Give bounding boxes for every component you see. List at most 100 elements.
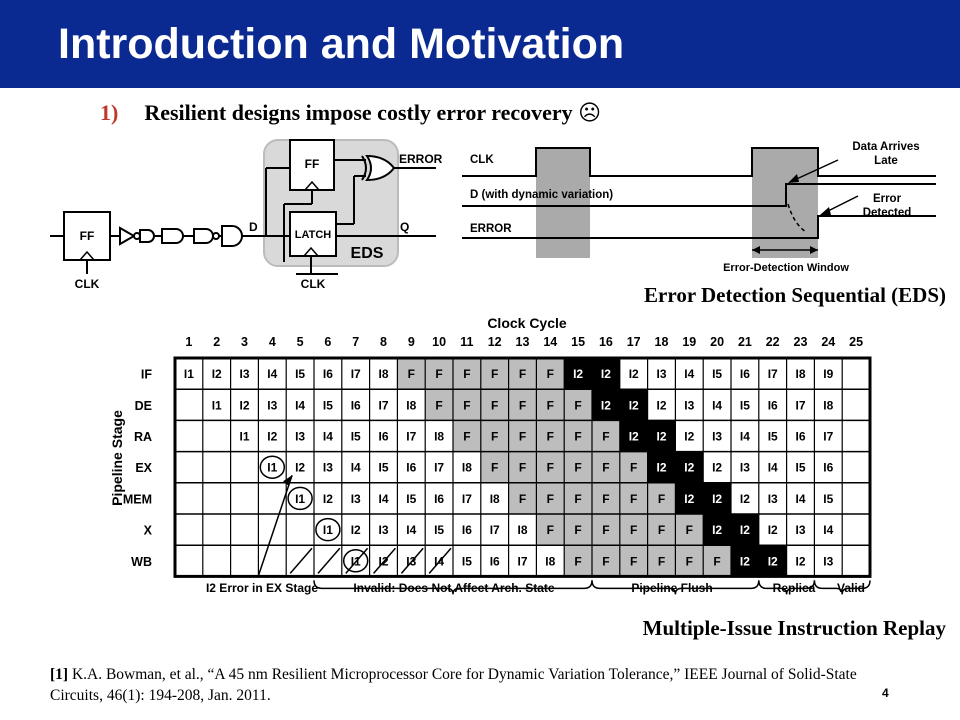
bullet-number: 1) xyxy=(100,100,119,125)
pipeline-cell: F xyxy=(463,398,470,412)
pipeline-cell: I3 xyxy=(768,492,778,506)
pipeline-cell: I2 xyxy=(629,367,639,381)
cycle-number: 10 xyxy=(432,335,446,349)
cycle-number: 5 xyxy=(297,335,304,349)
i2-circle xyxy=(342,549,369,573)
cell-shade xyxy=(508,358,537,390)
pipeline-cell: I2 xyxy=(712,461,722,475)
pipeline-cell: I8 xyxy=(378,367,388,381)
pipeline-cell: F xyxy=(658,523,665,537)
pipeline-stage-axis-label: Pipeline Stage xyxy=(109,410,125,506)
cell-shade xyxy=(536,451,565,483)
pipeline-cell: I7 xyxy=(490,523,500,537)
pipeline-cell: I2 xyxy=(629,398,639,412)
pipeline-cell: F xyxy=(574,554,581,568)
pipeline-cell: I4 xyxy=(712,398,722,412)
late-label: Late xyxy=(874,155,898,167)
pipeline-cell: I8 xyxy=(517,523,527,537)
pipeline-cell: F xyxy=(658,492,665,506)
pipeline-cell: I4 xyxy=(768,461,778,475)
pipeline-cell: I5 xyxy=(378,461,388,475)
pipeline-cell: I8 xyxy=(462,461,472,475)
window-left-arrow xyxy=(752,246,760,254)
pipeline-cells xyxy=(397,358,787,577)
q-output-label: Q xyxy=(400,220,409,234)
error-waveform xyxy=(462,215,936,239)
pipeline-cell: F xyxy=(574,492,581,506)
pipeline-cell: I2 xyxy=(239,398,249,412)
cycle-number: 18 xyxy=(655,335,669,349)
timing-d-label: D (with dynamic variation) xyxy=(470,189,613,201)
pipeline-cell: I3 xyxy=(656,367,666,381)
pipeline-cell: I7 xyxy=(378,398,388,412)
xor-gate xyxy=(365,154,396,182)
cell-shade xyxy=(564,451,592,483)
cycle-number: 25 xyxy=(849,335,863,349)
cell-shade xyxy=(564,514,592,546)
pipeline-cell: F xyxy=(602,523,609,537)
pipeline-cell: I2 xyxy=(212,367,222,381)
pipeline-cell: F xyxy=(491,430,498,444)
cell-shade xyxy=(592,389,620,421)
pipeline-cell: I2 xyxy=(573,367,583,381)
cycle-number: 22 xyxy=(766,335,780,349)
cell-shade xyxy=(592,514,620,546)
pipeline-cell: I2 xyxy=(295,461,305,475)
cell-shade xyxy=(647,482,676,514)
invalid-slash xyxy=(345,547,369,574)
i2-error-note: I2 Error in EX Stage xyxy=(206,581,318,595)
pipeline-cell: F xyxy=(519,492,526,506)
pipeline-cell: I2 xyxy=(656,398,666,412)
clk-waveform xyxy=(462,147,936,177)
i2-circle xyxy=(287,486,313,511)
pipeline-cell: I6 xyxy=(490,554,500,568)
citation-tag: [1] xyxy=(50,666,69,683)
cell-shade xyxy=(508,420,537,452)
pipeline-cell: F xyxy=(630,554,637,568)
pipeline-cell: I5 xyxy=(795,461,805,475)
cell-shade xyxy=(508,389,537,421)
error-output-label: ERROR xyxy=(399,152,443,166)
pipeline-cell: I2 xyxy=(267,430,277,444)
invalid-slash xyxy=(428,547,452,574)
bullet-text: Resilient designs impose costly error re… xyxy=(144,100,573,125)
cycle-number: 23 xyxy=(794,335,808,349)
latch-label: LATCH xyxy=(295,229,332,241)
cell-shade xyxy=(480,358,509,390)
pipeline-cell: F xyxy=(435,398,442,412)
title-bar: Introduction and Motivation xyxy=(0,0,960,88)
pipeline-cell: I4 xyxy=(406,523,416,537)
brace-valid xyxy=(813,580,871,595)
pipeline-cell: I7 xyxy=(434,461,444,475)
pipeline-cell: I8 xyxy=(545,554,555,568)
pipeline-cell: I3 xyxy=(378,523,388,537)
pipeline-cell: I8 xyxy=(406,398,416,412)
pipeline-cell: I1 xyxy=(239,430,249,444)
cycle-number: 14 xyxy=(543,335,557,349)
cell-shade xyxy=(675,451,704,483)
pipeline-cell: I4 xyxy=(684,367,694,381)
pipeline-cell: F xyxy=(602,492,609,506)
pipeline-cell: I5 xyxy=(406,492,416,506)
detected-arrow-head xyxy=(820,207,831,215)
data-arrives-label: Data Arrives xyxy=(852,141,919,153)
sad-face-icon: ☹ xyxy=(578,101,602,126)
pipeline-cell: I7 xyxy=(795,398,805,412)
cell-shade xyxy=(480,389,509,421)
cycle-number: 8 xyxy=(380,335,387,349)
window-label: Error-Detection Window xyxy=(723,262,849,274)
pipeline-cell: I3 xyxy=(684,398,694,412)
clk-window-shade-1 xyxy=(536,148,590,258)
pipeline-cell: F xyxy=(463,430,470,444)
cycle-number: 11 xyxy=(460,335,473,349)
cycle-number: 15 xyxy=(571,335,585,349)
pipeline-cell: F xyxy=(435,367,442,381)
pipeline-cell: I3 xyxy=(823,554,833,568)
invalid-slash xyxy=(400,547,424,574)
cell-shade xyxy=(703,514,731,546)
pipeline-cell: I5 xyxy=(434,523,444,537)
stage-labels: IF DE RA EX MEM X WB xyxy=(123,368,153,569)
pipeline-cell: I7 xyxy=(517,554,527,568)
cell-shade xyxy=(647,451,676,483)
pipeline-cell: I5 xyxy=(712,367,722,381)
